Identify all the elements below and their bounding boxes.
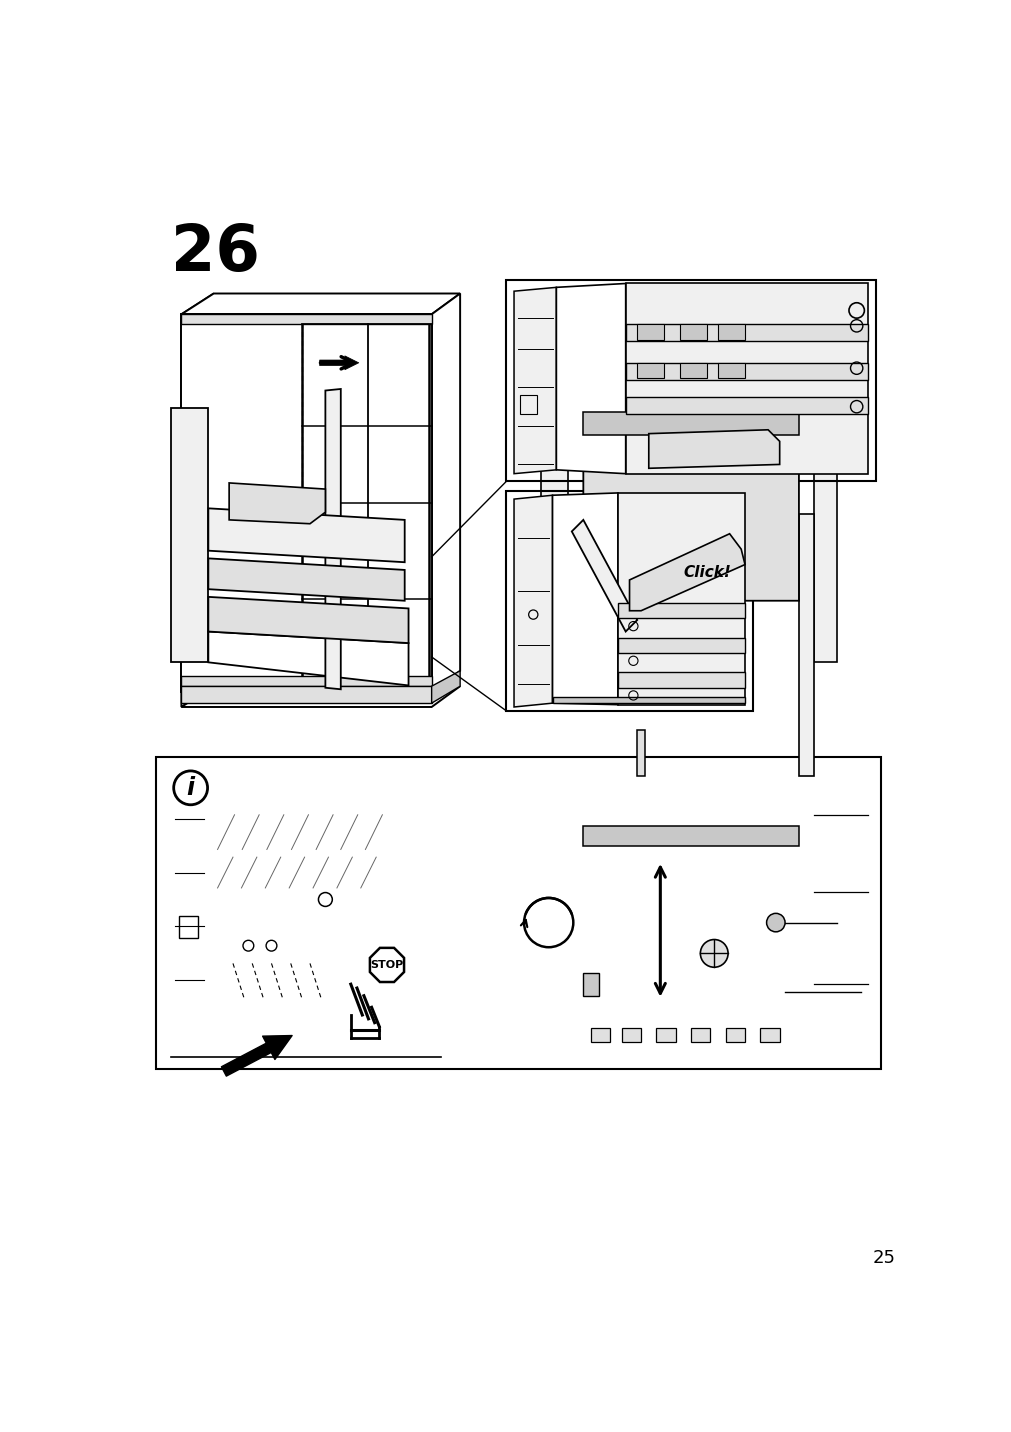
Polygon shape: [228, 483, 326, 524]
Polygon shape: [181, 294, 213, 707]
Polygon shape: [514, 495, 552, 707]
Bar: [625, 362, 867, 379]
Circle shape: [524, 898, 573, 947]
Polygon shape: [181, 294, 460, 314]
Bar: [637, 730, 644, 776]
Bar: [552, 697, 744, 703]
Bar: [725, 1028, 744, 1042]
Text: i: i: [186, 776, 194, 800]
Circle shape: [766, 914, 785, 932]
Polygon shape: [514, 288, 556, 474]
Polygon shape: [181, 314, 432, 324]
Polygon shape: [541, 392, 567, 663]
Bar: [691, 1028, 710, 1042]
Bar: [625, 324, 867, 341]
Polygon shape: [814, 401, 837, 663]
Polygon shape: [618, 493, 744, 705]
Polygon shape: [208, 508, 404, 563]
Polygon shape: [432, 670, 460, 703]
Polygon shape: [556, 284, 625, 474]
Text: 26: 26: [171, 222, 260, 284]
Polygon shape: [181, 686, 460, 707]
Polygon shape: [171, 408, 208, 663]
Bar: [621, 1028, 640, 1042]
Circle shape: [700, 939, 727, 967]
Polygon shape: [181, 314, 432, 692]
Polygon shape: [181, 686, 432, 703]
Bar: [625, 398, 867, 414]
Bar: [520, 395, 537, 414]
Bar: [156, 758, 881, 1068]
Text: Click!: Click!: [682, 564, 731, 580]
Bar: [618, 673, 744, 687]
Bar: [718, 324, 744, 339]
Bar: [179, 916, 198, 938]
Bar: [718, 362, 744, 378]
Bar: [582, 826, 798, 845]
Polygon shape: [370, 948, 403, 982]
Polygon shape: [208, 632, 408, 686]
Polygon shape: [648, 430, 778, 468]
Text: 25: 25: [871, 1249, 895, 1266]
Polygon shape: [629, 534, 744, 610]
Bar: [506, 491, 752, 710]
Bar: [637, 362, 663, 378]
Polygon shape: [552, 493, 618, 705]
Bar: [679, 324, 706, 339]
Polygon shape: [326, 390, 341, 689]
Bar: [590, 1028, 610, 1042]
Bar: [759, 1028, 778, 1042]
Polygon shape: [582, 415, 798, 601]
Polygon shape: [208, 558, 404, 601]
Bar: [506, 279, 876, 481]
Bar: [798, 514, 814, 776]
Polygon shape: [181, 676, 432, 686]
Polygon shape: [625, 284, 867, 474]
Text: STOP: STOP: [370, 959, 403, 969]
Polygon shape: [432, 294, 460, 692]
Bar: [582, 972, 599, 995]
Polygon shape: [208, 597, 408, 643]
Polygon shape: [571, 520, 637, 632]
Polygon shape: [582, 412, 798, 435]
Bar: [656, 1028, 675, 1042]
Bar: [679, 362, 706, 378]
Bar: [618, 637, 744, 653]
Bar: [637, 324, 663, 339]
Bar: [618, 603, 744, 619]
Circle shape: [174, 770, 207, 805]
